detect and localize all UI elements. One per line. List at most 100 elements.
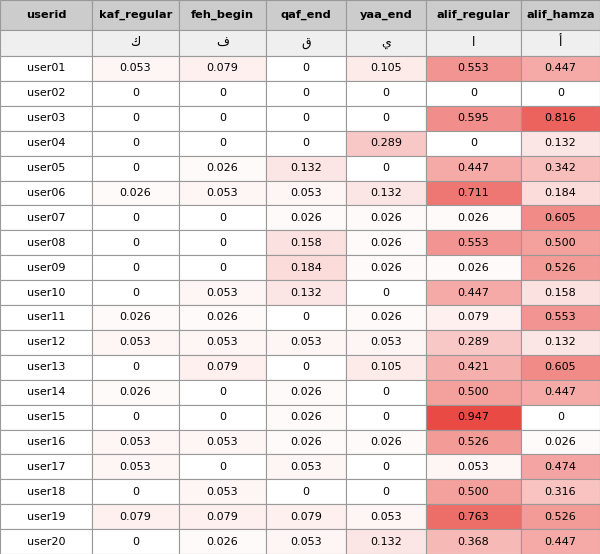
Bar [179,504,266,529]
Text: 0.053: 0.053 [206,437,238,447]
Bar [521,181,600,206]
Bar [426,156,521,181]
Text: 0: 0 [383,113,389,123]
Bar [179,379,266,404]
Text: 0.500: 0.500 [458,387,490,397]
Text: 0.421: 0.421 [458,362,490,372]
Text: 0: 0 [219,412,226,422]
Text: 0.026: 0.026 [119,188,151,198]
Text: 0.026: 0.026 [370,238,402,248]
Bar [92,404,179,429]
Text: user20: user20 [27,537,65,547]
Text: 0.053: 0.053 [290,337,322,347]
Text: 0.026: 0.026 [206,312,238,322]
Bar [179,305,266,330]
Bar [426,330,521,355]
Text: 0.132: 0.132 [290,288,322,297]
Bar [92,280,179,305]
Bar [426,305,521,330]
Text: 0.447: 0.447 [545,537,577,547]
Text: 0.526: 0.526 [458,437,490,447]
Text: 0.474: 0.474 [545,462,577,472]
Bar [426,379,521,404]
Bar [92,106,179,131]
Bar [346,504,426,529]
Text: 0.026: 0.026 [290,412,322,422]
Text: 0: 0 [132,138,139,148]
Text: 0.105: 0.105 [370,64,402,74]
Text: 0: 0 [219,462,226,472]
Text: 0.132: 0.132 [290,163,322,173]
Bar [0,404,92,429]
Bar [346,305,426,330]
Bar [92,379,179,404]
Text: 0.595: 0.595 [458,113,490,123]
Bar [521,206,600,230]
Bar [346,355,426,379]
Text: 0: 0 [302,88,310,99]
Bar [521,106,600,131]
Bar [346,230,426,255]
Text: 0.132: 0.132 [545,337,577,347]
Text: 0.026: 0.026 [290,213,322,223]
Text: 0.763: 0.763 [458,512,490,522]
Bar [426,30,521,56]
Text: 0: 0 [383,487,389,497]
Bar [179,479,266,504]
Bar [521,255,600,280]
Text: 0: 0 [557,412,564,422]
Text: 0: 0 [132,288,139,297]
Bar [92,56,179,81]
Bar [266,30,346,56]
Bar [346,479,426,504]
Bar [266,504,346,529]
Bar [521,379,600,404]
Bar [266,280,346,305]
Bar [92,30,179,56]
Bar [346,330,426,355]
Text: 0.158: 0.158 [290,238,322,248]
Bar [346,181,426,206]
Bar [426,206,521,230]
Bar [266,429,346,454]
Bar [521,429,600,454]
Bar [266,529,346,554]
Text: 0.079: 0.079 [206,64,238,74]
Text: 0: 0 [219,263,226,273]
Text: 0.316: 0.316 [545,487,577,497]
Bar [346,131,426,156]
Bar [0,255,92,280]
Text: ي: ي [381,37,391,49]
Bar [426,454,521,479]
Bar [179,330,266,355]
Text: 0.526: 0.526 [545,263,577,273]
Bar [426,255,521,280]
Text: 0: 0 [383,88,389,99]
Bar [426,230,521,255]
Bar [346,454,426,479]
Bar [92,230,179,255]
Text: 0.053: 0.053 [290,537,322,547]
Bar [0,81,92,106]
Bar [346,0,426,30]
Text: 0: 0 [132,412,139,422]
Text: 0: 0 [132,537,139,547]
Text: 0.053: 0.053 [290,188,322,198]
Text: 0.447: 0.447 [545,64,577,74]
Bar [521,355,600,379]
Bar [426,404,521,429]
Text: 0: 0 [132,362,139,372]
Bar [179,404,266,429]
Text: 0: 0 [219,213,226,223]
Text: 0.132: 0.132 [370,188,402,198]
Text: qaf_end: qaf_end [281,10,331,20]
Bar [426,131,521,156]
Text: alif_regular: alif_regular [437,10,511,20]
Bar [346,429,426,454]
Bar [179,529,266,554]
Bar [266,56,346,81]
Bar [346,106,426,131]
Text: 0.605: 0.605 [545,362,577,372]
Text: 0: 0 [557,88,564,99]
Bar [521,404,600,429]
